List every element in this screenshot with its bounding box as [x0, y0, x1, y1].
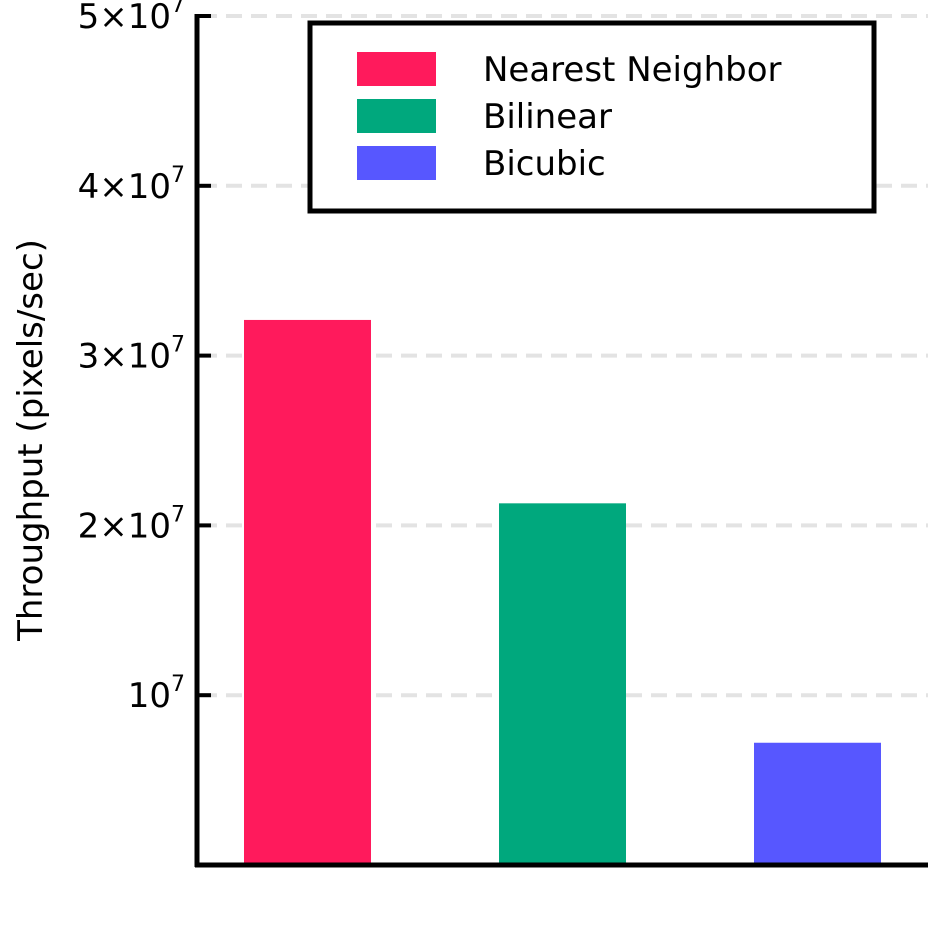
axes [194, 14, 928, 868]
bars [244, 319, 881, 865]
legend-label-2: Bicubic [483, 144, 606, 184]
y-tick-labels: 107 2×107 3×107 4×107 5×107 [78, 0, 185, 716]
legend: Nearest Neighbor Bilinear Bicubic [307, 20, 877, 214]
legend-label-0: Nearest Neighbor [483, 50, 782, 90]
legend-swatch-2 [357, 146, 436, 180]
bar-nearest-neighbor [244, 319, 371, 865]
y-tick-label-1: 2×107 [78, 502, 185, 546]
bar-bilinear [499, 503, 626, 865]
y-axis-label: Throughput (pixels/sec) [11, 239, 51, 642]
y-tick-label-4: 5×107 [78, 0, 185, 37]
y-tick-label-2: 3×107 [78, 333, 185, 377]
y-tick-label-0: 107 [128, 672, 185, 716]
y-tick-label-3: 4×107 [78, 163, 185, 207]
bar-bicubic [754, 742, 881, 865]
legend-label-1: Bilinear [483, 97, 612, 137]
legend-swatch-1 [357, 99, 436, 133]
legend-swatch-0 [357, 52, 436, 86]
